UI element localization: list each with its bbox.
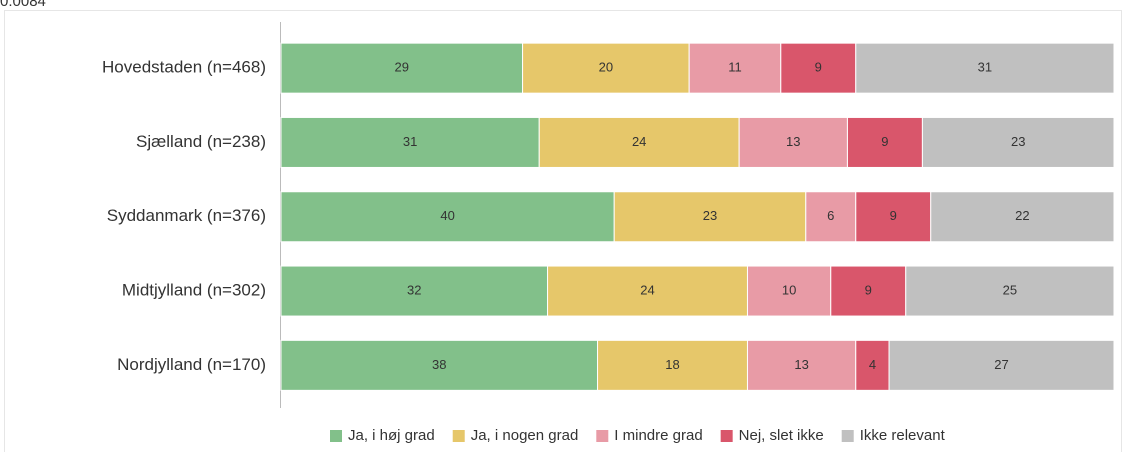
bar-segment (280, 42, 524, 94)
data-label: 13 (794, 357, 808, 372)
legend-label: Ikke relevant (860, 427, 946, 444)
legend-label: I mindre grad (614, 427, 702, 444)
bar-segment (688, 42, 782, 94)
bar-segment (538, 116, 740, 168)
data-label: 9 (881, 134, 888, 149)
data-label: 9 (890, 208, 897, 223)
bar-segment (746, 339, 857, 391)
data-label: 22 (1015, 208, 1029, 223)
data-label: 38 (432, 357, 446, 372)
data-label: 9 (865, 282, 872, 297)
data-label: 29 (395, 60, 409, 75)
data-label: 6 (827, 208, 834, 223)
bar-segment (547, 265, 748, 317)
data-label: 20 (599, 60, 613, 75)
data-label: 24 (640, 282, 654, 297)
data-label: 24 (632, 134, 646, 149)
bar-segment (597, 339, 748, 391)
legend-label: Ja, i høj grad (348, 427, 435, 444)
bar-segment (905, 265, 1115, 317)
bar-segment (846, 116, 923, 168)
legend-swatch (452, 430, 465, 442)
bar-segment (613, 191, 807, 243)
bar-segment (921, 116, 1115, 168)
annotation: 0.0084 (0, 0, 46, 10)
y-tick-label: Syddanmark (n=376) (107, 206, 266, 225)
bar-segment (522, 42, 690, 94)
legend-swatch (720, 430, 733, 442)
data-label: 27 (994, 357, 1008, 372)
data-label: 40 (440, 208, 454, 223)
bar-segment (780, 42, 857, 94)
bar-segment (738, 116, 848, 168)
data-label: 10 (782, 282, 796, 297)
bar-segment (930, 191, 1115, 243)
y-tick-label: Hovedstaden (n=468) (102, 58, 266, 77)
data-label: 31 (403, 134, 417, 149)
bar-segment (280, 191, 615, 243)
legend-label: Nej, slet ikke (739, 427, 824, 444)
data-label: 11 (728, 60, 742, 75)
bar-segment (280, 116, 540, 168)
legend-swatch (841, 430, 854, 442)
legend-swatch (330, 430, 342, 442)
data-label: 23 (703, 208, 717, 223)
data-label: 4 (869, 357, 876, 372)
bar-segment (855, 42, 1115, 94)
bar-segment (888, 339, 1115, 391)
bar-segment (855, 339, 890, 391)
data-label: 31 (978, 60, 992, 75)
data-label: 25 (1003, 282, 1017, 297)
data-label: 23 (1011, 134, 1025, 149)
y-tick-label: Nordjylland (n=170) (117, 355, 266, 374)
bar-segment (855, 191, 932, 243)
bar-segment (746, 265, 832, 317)
data-label: 9 (815, 60, 822, 75)
y-tick-label: Sjælland (n=238) (136, 132, 266, 151)
legend-label: Ja, i nogen grad (471, 427, 579, 444)
bar-segment (280, 265, 549, 317)
data-label: 32 (407, 282, 421, 297)
data-label: 18 (665, 357, 679, 372)
data-label: 13 (786, 134, 800, 149)
frame (4, 10, 1122, 452)
legend-swatch (596, 430, 609, 442)
bar-segment (280, 339, 599, 391)
y-tick-label: Midtjylland (n=302) (122, 281, 266, 300)
